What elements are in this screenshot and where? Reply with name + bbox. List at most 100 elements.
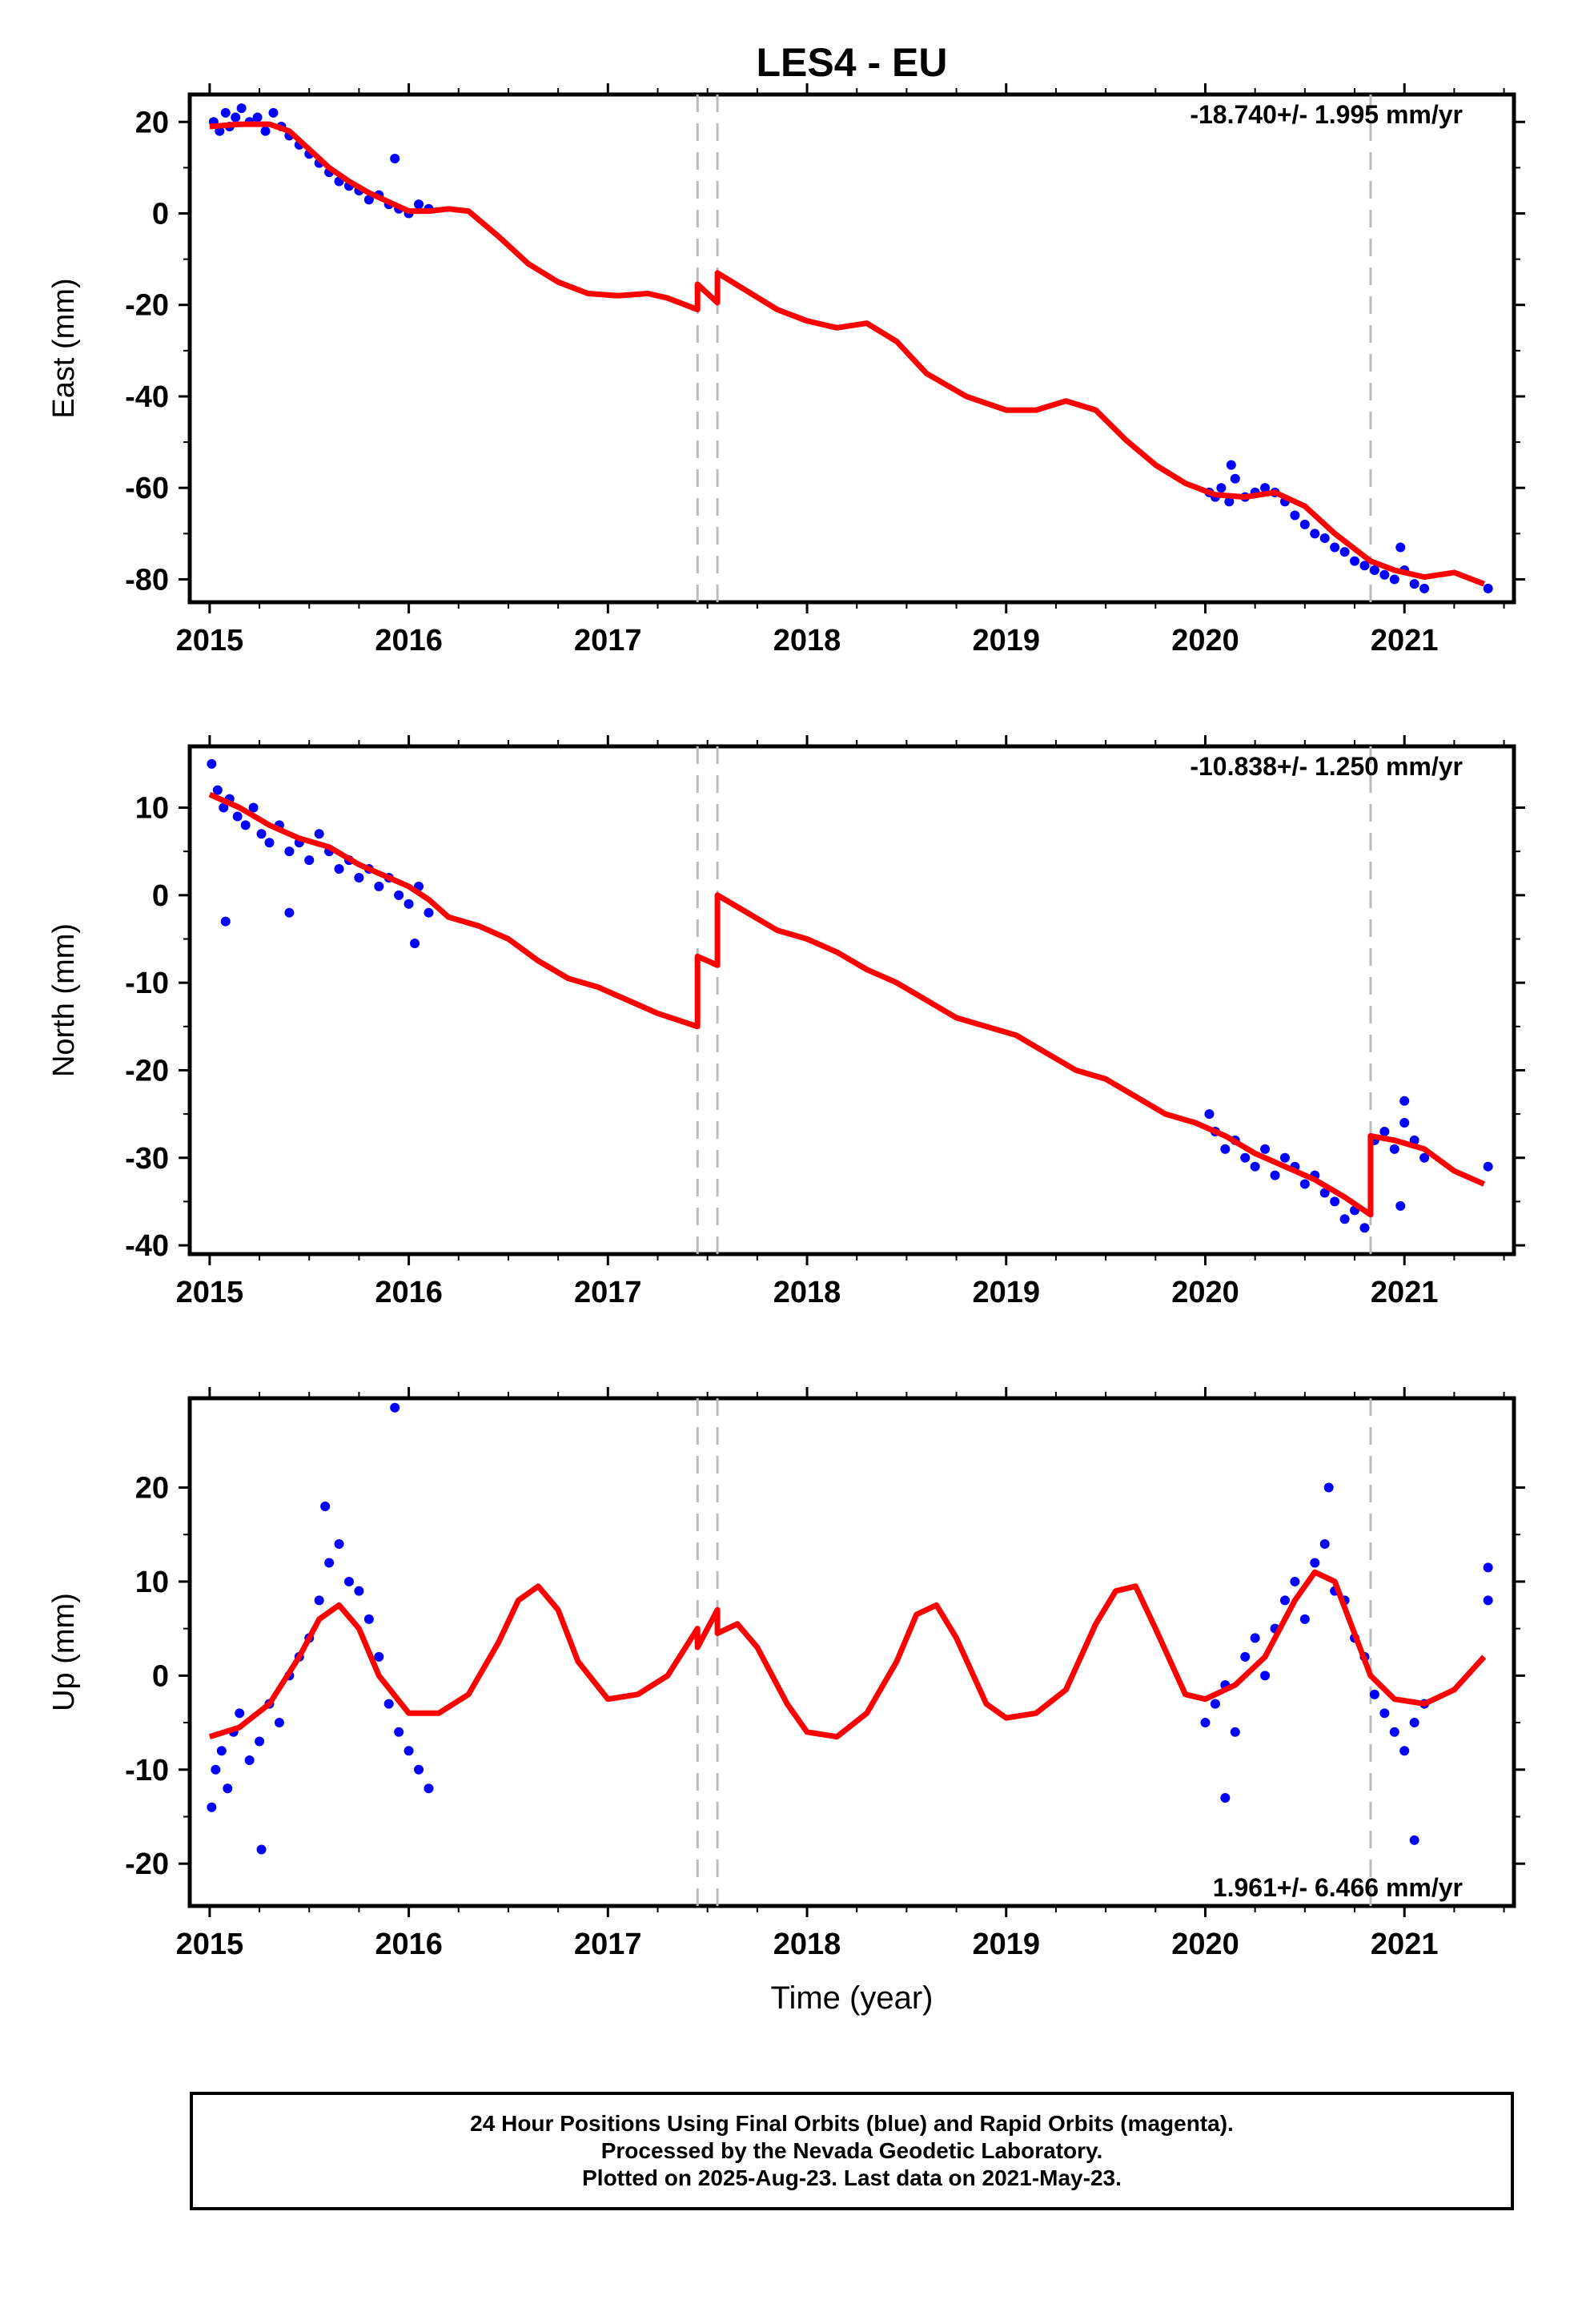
x-tick-label: 2017 xyxy=(574,624,642,657)
data-point xyxy=(1240,1152,1251,1163)
x-tick-label: 2015 xyxy=(176,624,244,657)
data-point xyxy=(284,846,295,857)
y-tick-label: 0 xyxy=(152,1659,169,1693)
y-tick-label: 10 xyxy=(135,1566,169,1599)
y-tick-label: -80 xyxy=(125,563,169,597)
data-point xyxy=(252,112,263,123)
data-point xyxy=(219,802,229,813)
data-point xyxy=(220,107,231,118)
y-tick-label: -40 xyxy=(125,380,169,414)
data-point xyxy=(1204,1109,1215,1120)
data-point xyxy=(304,855,315,866)
data-point xyxy=(264,838,275,848)
y-tick-label: 0 xyxy=(152,198,169,231)
data-point xyxy=(374,1651,384,1662)
data-point xyxy=(1399,1096,1410,1106)
data-point xyxy=(255,1736,265,1747)
data-point xyxy=(334,864,344,875)
y-tick-label: 20 xyxy=(135,106,169,139)
y-tick-label: -10 xyxy=(125,967,169,1000)
data-point xyxy=(343,1576,354,1586)
data-point xyxy=(1224,497,1235,507)
x-tick-label: 2020 xyxy=(1171,624,1239,657)
data-point xyxy=(404,899,414,909)
x-tick-label: 2018 xyxy=(773,1276,841,1309)
footer-box: 24 Hour Positions Using Final Orbits (bl… xyxy=(190,2092,1514,2210)
data-point xyxy=(1319,1188,1330,1198)
data-point xyxy=(363,195,374,205)
data-point xyxy=(1395,542,1406,553)
data-point xyxy=(424,907,434,918)
data-point xyxy=(284,907,295,918)
x-tick-label: 2020 xyxy=(1171,1928,1239,1961)
data-point xyxy=(1210,1699,1220,1709)
data-point xyxy=(1279,1595,1290,1606)
data-point xyxy=(1250,1633,1260,1643)
data-point xyxy=(354,872,364,883)
data-point xyxy=(1260,483,1271,493)
data-point xyxy=(1395,1200,1406,1211)
y-tick-label: -10 xyxy=(125,1754,169,1787)
data-point xyxy=(1299,1179,1310,1189)
data-point xyxy=(1299,519,1310,529)
x-tick-label: 2019 xyxy=(972,624,1040,657)
footer-line-2: Processed by the Nevada Geodetic Laborat… xyxy=(600,2138,1103,2163)
data-point xyxy=(1200,1718,1211,1728)
data-point xyxy=(1389,1144,1399,1154)
data-point xyxy=(1250,1161,1260,1172)
data-point xyxy=(1369,1689,1379,1699)
data-point xyxy=(1323,1482,1334,1493)
data-point xyxy=(211,1764,221,1775)
y-tick-label: 10 xyxy=(135,792,169,826)
north-rate-label: -10.838+/- 1.250 mm/yr xyxy=(1190,752,1463,781)
x-tick-label: 2021 xyxy=(1371,1928,1439,1961)
data-point xyxy=(1359,1223,1370,1233)
data-point xyxy=(1483,583,1493,593)
data-point xyxy=(424,1783,434,1794)
data-point xyxy=(1319,533,1330,544)
y-tick-label: -20 xyxy=(125,1848,169,1881)
data-point xyxy=(314,829,324,839)
data-point xyxy=(390,1402,400,1413)
x-tick-label: 2016 xyxy=(375,624,443,657)
data-point xyxy=(1369,565,1379,576)
y-tick-label: 0 xyxy=(152,879,169,913)
up-rate-label: 1.961+/- 6.466 mm/yr xyxy=(1213,1873,1463,1902)
data-point xyxy=(1310,529,1320,539)
data-point xyxy=(354,1586,364,1596)
data-point xyxy=(268,107,279,118)
x-tick-label: 2016 xyxy=(375,1276,443,1309)
data-point xyxy=(1299,1614,1310,1624)
up-y-axis-label: Up (mm) xyxy=(47,1593,81,1711)
data-point xyxy=(320,1502,331,1512)
east-model-curve xyxy=(209,121,1485,587)
data-point xyxy=(1330,1196,1340,1207)
data-point xyxy=(1350,556,1360,566)
data-point xyxy=(232,811,243,822)
x-tick-label: 2017 xyxy=(574,1928,642,1961)
data-point xyxy=(414,199,424,210)
up-plot-frame xyxy=(187,1396,1516,1908)
north-y-axis-label: North (mm) xyxy=(47,923,81,1077)
x-tick-label: 2018 xyxy=(773,624,841,657)
data-point xyxy=(207,758,217,769)
data-point xyxy=(314,1595,324,1606)
data-point xyxy=(216,1746,227,1756)
data-point xyxy=(1226,460,1236,470)
x-tick-label: 2020 xyxy=(1171,1276,1239,1309)
data-point xyxy=(394,1727,404,1737)
data-point xyxy=(324,1558,335,1568)
data-point xyxy=(1339,1214,1350,1224)
x-tick-label: 2019 xyxy=(972,1276,1040,1309)
data-point xyxy=(1220,1144,1231,1154)
y-tick-label: -30 xyxy=(125,1142,169,1176)
north-model-curve xyxy=(208,791,1486,1218)
data-point xyxy=(1399,1746,1410,1756)
x-tick-label: 2015 xyxy=(176,1928,244,1961)
data-point xyxy=(244,1755,255,1766)
east-rate-label: -18.740+/- 1.995 mm/yr xyxy=(1190,100,1463,129)
data-point xyxy=(1359,561,1370,571)
x-tick-label: 2018 xyxy=(773,1928,841,1961)
data-point xyxy=(248,802,259,813)
